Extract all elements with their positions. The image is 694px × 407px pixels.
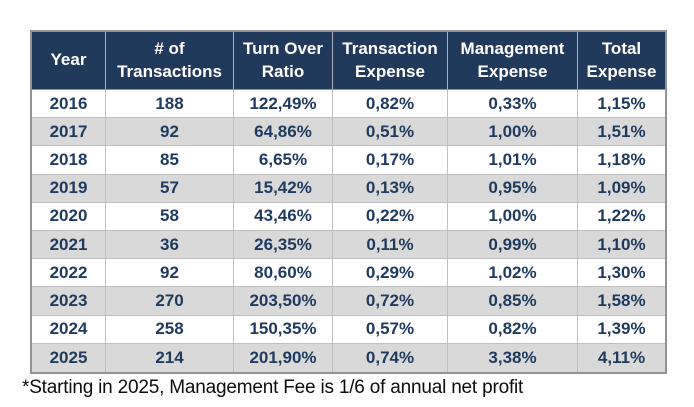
table-cell: 1,30% [578,259,665,288]
header-label: Expense [355,61,425,81]
table-cell: 201,90% [234,343,333,372]
table-cell: 1,51% [578,118,665,147]
table-cell: 1,39% [578,315,665,344]
table-cell: 64,86% [234,118,333,147]
table-cell: 0,51% [333,118,448,147]
table-cell: 2018 [32,146,106,175]
table-cell: 58 [106,202,234,231]
table-cell: 1,00% [448,118,578,147]
table-cell: 2020 [32,202,106,231]
table-cell: 3,38% [448,343,578,372]
header-cell-num-transactions: # of Transactions [106,32,234,90]
header-cell-management-expense: Management Expense [448,32,578,90]
header-label: Ratio [261,61,305,81]
table-cell: 2021 [32,230,106,260]
table-cell: 0,29% [333,259,448,288]
header-label: # of [154,38,185,58]
table-cell: 80,60% [234,259,333,288]
table-cell: 214 [106,343,234,372]
table-cell: 85 [106,146,234,175]
table-cell: 92 [106,259,234,288]
table-cell: 57 [106,174,234,203]
table-cell: 0,22% [333,202,448,231]
table-cell: 0,72% [333,287,448,316]
table-cell: 1,15% [578,90,665,119]
header-label: Expense [477,61,548,81]
table-cell: 26,35% [234,230,333,260]
table-cell: 0,74% [333,343,448,372]
table-cell: 188 [106,90,234,119]
header-label: Expense [586,61,657,81]
table-cell: 203,50% [234,287,333,316]
table-cell: 2016 [32,90,106,119]
table-cell: 1,09% [578,174,665,203]
table-cell: 258 [106,315,234,344]
table-cell: 0,17% [333,146,448,175]
table-cell: 1,00% [448,202,578,231]
table-cell: 2023 [32,287,106,316]
header-label: Year [50,50,87,70]
table-cell: 0,13% [333,174,448,203]
expenses-table: Year # of Transactions Turn Over Ratio T… [30,30,667,374]
header-label: Management [460,38,565,58]
table-cell: 1,22% [578,202,665,231]
table-cell: 2024 [32,315,106,344]
table-cell: 0,82% [448,315,578,344]
table-cell: 4,11% [578,343,665,372]
table-cell: 1,02% [448,259,578,288]
table-cell: 15,42% [234,174,333,203]
table-cell: 1,10% [578,230,665,260]
table-cell: 1,01% [448,146,578,175]
header-label: Transactions [117,61,222,81]
header-label: Total [601,38,642,58]
table-cell: 0,99% [448,230,578,260]
table-cell: 2025 [32,343,106,372]
table-cell: 0,57% [333,315,448,344]
table-cell: 150,35% [234,315,333,344]
table-cell: 2022 [32,259,106,288]
table-cell: 0,85% [448,287,578,316]
header-cell-year: Year [32,32,106,90]
table-cell: 2017 [32,118,106,147]
table-cell: 1,18% [578,146,665,175]
table-cell: 0,95% [448,174,578,203]
table-cell: 122,49% [234,90,333,119]
table-cell: 1,58% [578,287,665,316]
footnote: *Starting in 2025, Management Fee is 1/6… [22,377,524,398]
table-cell: 270 [106,287,234,316]
table-cell: 43,46% [234,202,333,231]
header-cell-total-expense: Total Expense [578,32,665,90]
table-cell: 0,33% [448,90,578,119]
header-cell-turnover-ratio: Turn Over Ratio [234,32,333,90]
table-cell: 36 [106,230,234,260]
table-cell: 92 [106,118,234,147]
table-cell: 6,65% [234,146,333,175]
table-cell: 2019 [32,174,106,203]
table-cell: 0,11% [333,230,448,260]
header-label: Transaction [342,38,438,58]
header-label: Turn Over [243,38,323,58]
header-cell-transaction-expense: Transaction Expense [333,32,448,90]
table-cell: 0,82% [333,90,448,119]
